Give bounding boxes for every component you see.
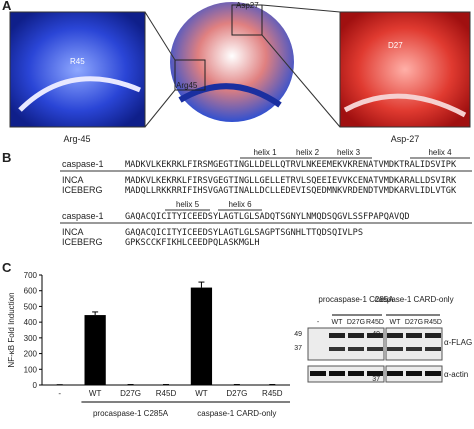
lane-label: WT [332, 319, 344, 326]
group-label: procaspase-1 C285A [93, 409, 169, 418]
lane-label: WT [390, 319, 402, 326]
band [329, 333, 345, 338]
x-tick-label: R45D [262, 389, 283, 398]
band [367, 347, 383, 351]
panel-label: B [2, 150, 11, 165]
sequence: MADQLLRKKRRIFIHSVGAGTINALLDCLLEDEVISQEDM… [125, 186, 457, 196]
sequence: MADKVLKEKRKLFIRSMGEGTINGLLDELLQTRVLNKEEM… [125, 160, 457, 170]
y-tick-label: 400 [24, 318, 38, 327]
caption: Asp-27 [391, 134, 420, 144]
size-marker: 37 [294, 345, 302, 352]
y-tick-label: 600 [24, 287, 38, 296]
band [425, 347, 441, 351]
helix-label: helix 2 [296, 148, 320, 157]
left-inset [10, 12, 145, 127]
y-tick-label: 200 [24, 350, 38, 359]
blot-group: caspase-1 CARD-only [374, 295, 453, 304]
band [348, 371, 364, 376]
size-marker: 49 [372, 331, 380, 338]
band [329, 347, 345, 351]
bar [85, 315, 106, 385]
caption: Arg-45 [63, 134, 90, 144]
label: Arg45 [176, 81, 198, 90]
y-tick-label: 700 [24, 271, 38, 280]
band [406, 347, 422, 351]
label: D27 [388, 41, 403, 50]
sequence: MADKVLKEKRKLFIRSVGEGTINGLLGELLETRVLSQEEI… [125, 176, 457, 186]
connector [145, 12, 175, 60]
band [425, 371, 441, 376]
label: R45 [70, 57, 85, 66]
band [348, 347, 364, 351]
band [387, 347, 403, 351]
size-marker: 37 [372, 376, 380, 383]
sequence-name: caspase-1 [62, 211, 104, 221]
sequence: GAQACQICITYICEEDSYLAGTLGLSAGPTSGNHLTTQDS… [125, 228, 363, 238]
sequence: GPKSCCKFIKHLCEEDPQLASKMGLH [125, 238, 260, 248]
connector [145, 90, 175, 127]
x-tick-label: D27G [120, 389, 141, 398]
panel-label: C [2, 260, 12, 275]
helix-label: helix 3 [337, 148, 361, 157]
bar [191, 288, 212, 385]
blot-membrane [386, 328, 442, 360]
x-tick-label: - [58, 389, 61, 398]
x-tick-label: D27G [226, 389, 247, 398]
helix-label: helix 5 [176, 200, 200, 209]
helix-label: helix 4 [428, 148, 452, 157]
sequence-name: INCA [62, 175, 84, 185]
band [387, 333, 403, 338]
y-tick-label: 300 [24, 334, 38, 343]
y-tick-label: 500 [24, 302, 38, 311]
lane-label: D27G [347, 319, 365, 326]
sequence: GAQACQICITYICEEDSYLAGTLGLSADQTSGNYLNMQDS… [125, 212, 410, 222]
band [387, 371, 403, 376]
connector [262, 5, 340, 12]
band [348, 333, 364, 338]
y-tick-label: 100 [24, 365, 38, 374]
antibody: α-FLAG [444, 338, 472, 347]
band [310, 371, 326, 376]
sequence-name: ICEBERG [62, 237, 103, 247]
lane-label: - [317, 319, 320, 326]
label: Asp27 [236, 1, 259, 10]
sequence-name: ICEBERG [62, 185, 103, 195]
band [406, 333, 422, 338]
antibody: α-actin [444, 370, 468, 379]
lane-label: D27G [405, 319, 423, 326]
group-label: caspase-1 CARD-only [197, 409, 276, 418]
size-marker: 49 [294, 331, 302, 338]
helix-label: helix 6 [228, 200, 252, 209]
x-tick-label: R45D [156, 389, 177, 398]
y-axis-label: NF-κB Fold Induction [7, 292, 16, 367]
band [406, 371, 422, 376]
lane-label: R45D [424, 319, 442, 326]
x-tick-label: WT [89, 389, 102, 398]
y-tick-label: 0 [33, 381, 38, 390]
band [425, 333, 441, 338]
sequence-name: caspase-1 [62, 159, 104, 169]
x-tick-label: WT [195, 389, 208, 398]
sequence-name: INCA [62, 227, 84, 237]
lane-label: R45D [366, 319, 384, 326]
panel-label: A [2, 0, 12, 13]
band [329, 371, 345, 376]
helix-label: helix 1 [253, 148, 277, 157]
